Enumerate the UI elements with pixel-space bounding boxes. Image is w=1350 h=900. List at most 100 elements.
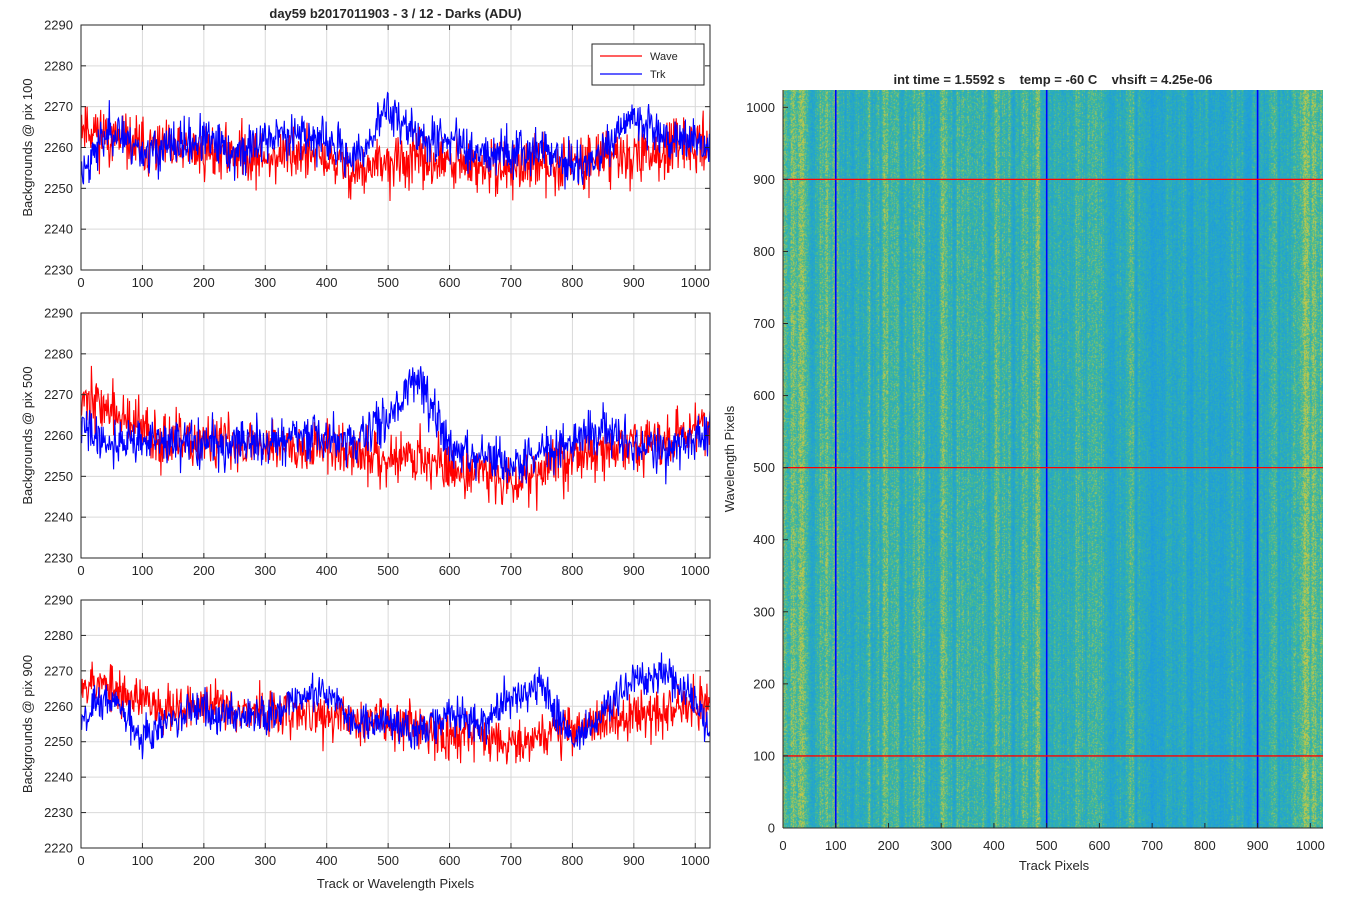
y-tick-label: 2250 bbox=[44, 181, 73, 196]
x-tick-label: 300 bbox=[254, 853, 276, 868]
y-tick-label: 2280 bbox=[44, 346, 73, 361]
x-tick-label: 600 bbox=[439, 853, 461, 868]
y-tick-label: 2280 bbox=[44, 628, 73, 643]
x-tick-label: 1000 bbox=[681, 563, 710, 578]
x-tick-label: 100 bbox=[132, 853, 154, 868]
y-tick-label: 2220 bbox=[44, 841, 73, 856]
y-tick-label: 0 bbox=[768, 821, 775, 836]
legend-label-trk: Trk bbox=[650, 69, 666, 81]
y-tick-label: 2270 bbox=[44, 663, 73, 678]
y-tick-label: 700 bbox=[753, 316, 775, 331]
x-tick-label: 200 bbox=[878, 838, 900, 853]
x-tick-label: 1000 bbox=[1296, 838, 1325, 853]
plot-pix-900: 0 100 200 300 400 500 600 700 800 900 1000 2220 2230… bbox=[20, 593, 711, 891]
chart-title: int time = 1.5592 s temp = -60 C vhsift … bbox=[893, 72, 1212, 87]
series-line-wave bbox=[81, 661, 710, 765]
x-tick-label: 600 bbox=[1089, 838, 1111, 853]
plot-frame bbox=[80, 599, 711, 849]
x-axis-label: Track or Wavelength Pixels bbox=[317, 876, 475, 891]
x-tick-label: 900 bbox=[623, 563, 645, 578]
x-tick-label: 500 bbox=[377, 563, 399, 578]
legend-box bbox=[591, 43, 705, 86]
x-tick-label: 400 bbox=[316, 275, 338, 290]
x-tick-label: 500 bbox=[377, 853, 399, 868]
y-tick-label: 500 bbox=[753, 460, 775, 475]
y-tick-label: 1000 bbox=[746, 100, 775, 115]
y-tick-label: 600 bbox=[753, 388, 775, 403]
plot-pix-500: 0 100 200 300 400 500 600 700 800 900 1000 2230 2240… bbox=[20, 306, 711, 578]
y-tick-label: 300 bbox=[753, 604, 775, 619]
y-tick-label: 2240 bbox=[44, 510, 73, 525]
y-tick-label: 2290 bbox=[44, 306, 73, 321]
x-tick-label: 200 bbox=[193, 853, 215, 868]
legend-label-wave: Wave bbox=[650, 51, 678, 63]
x-tick-label: 900 bbox=[623, 853, 645, 868]
x-tick-label: 900 bbox=[623, 275, 645, 290]
plot-frame bbox=[80, 312, 711, 559]
x-tick-label: 1000 bbox=[681, 275, 710, 290]
x-tick-label: 300 bbox=[930, 838, 952, 853]
x-tick-label: 800 bbox=[562, 563, 584, 578]
y-tick-label: 2260 bbox=[44, 428, 73, 443]
plot-frame bbox=[80, 24, 711, 271]
x-tick-label: 0 bbox=[779, 838, 786, 853]
x-tick-label: 400 bbox=[316, 563, 338, 578]
x-tick-label: 100 bbox=[132, 275, 154, 290]
x-tick-label: 500 bbox=[377, 275, 399, 290]
y-tick-label: 2230 bbox=[44, 263, 73, 278]
y-axis-label: Wavelength Pixels bbox=[722, 405, 737, 512]
x-tick-label: 700 bbox=[500, 853, 522, 868]
x-axis-label: Track Pixels bbox=[1019, 858, 1090, 873]
x-tick-label: 600 bbox=[439, 563, 461, 578]
x-tick-label: 300 bbox=[254, 563, 276, 578]
x-tick-label: 100 bbox=[825, 838, 847, 853]
x-tick-label: 800 bbox=[1194, 838, 1216, 853]
x-tick-label: 200 bbox=[193, 563, 215, 578]
y-tick-label: 900 bbox=[753, 172, 775, 187]
y-axis-label: Backgrounds @ pix 500 bbox=[20, 366, 35, 504]
x-tick-label: 600 bbox=[439, 275, 461, 290]
series-line-trk bbox=[81, 91, 710, 190]
y-axis-label: Backgrounds @ pix 100 bbox=[20, 78, 35, 216]
y-tick-label: 2270 bbox=[44, 387, 73, 402]
x-tick-label: 800 bbox=[562, 275, 584, 290]
x-tick-label: 1000 bbox=[681, 853, 710, 868]
x-tick-label: 700 bbox=[500, 563, 522, 578]
y-tick-label: 2260 bbox=[44, 140, 73, 155]
y-tick-label: 200 bbox=[753, 676, 775, 691]
x-tick-label: 400 bbox=[983, 838, 1005, 853]
x-tick-label: 0 bbox=[77, 563, 84, 578]
y-tick-label: 400 bbox=[753, 532, 775, 547]
x-tick-label: 400 bbox=[316, 853, 338, 868]
x-tick-label: 700 bbox=[1141, 838, 1163, 853]
y-tick-label: 2280 bbox=[44, 58, 73, 73]
x-tick-label: 200 bbox=[193, 275, 215, 290]
x-tick-label: 0 bbox=[77, 853, 84, 868]
y-tick-label: 2250 bbox=[44, 734, 73, 749]
y-tick-label: 2250 bbox=[44, 469, 73, 484]
detector-image-heatmap: 0 100 200 300 400 500 600 700 800 900 1000 0 100 200 3… bbox=[722, 72, 1325, 873]
chart-title: day59 b2017011903 - 3 / 12 - Darks (ADU) bbox=[269, 6, 521, 21]
x-tick-label: 800 bbox=[562, 853, 584, 868]
y-tick-label: 2230 bbox=[44, 551, 73, 566]
x-tick-label: 0 bbox=[77, 275, 84, 290]
plot-pix-100: 0 100 200 300 400 500 600 700 800 900 1000 2230 2240… bbox=[20, 6, 711, 290]
y-tick-label: 2290 bbox=[44, 593, 73, 608]
series-line-trk bbox=[81, 652, 710, 760]
x-tick-label: 700 bbox=[500, 275, 522, 290]
heatmap-image bbox=[783, 90, 1323, 828]
y-tick-label: 2230 bbox=[44, 805, 73, 820]
x-tick-label: 900 bbox=[1247, 838, 1269, 853]
y-tick-label: 2290 bbox=[44, 18, 73, 33]
x-tick-label: 100 bbox=[132, 563, 154, 578]
y-tick-label: 2240 bbox=[44, 222, 73, 237]
y-tick-label: 100 bbox=[753, 748, 775, 763]
series-line-trk bbox=[81, 366, 710, 485]
y-tick-label: 2260 bbox=[44, 699, 73, 714]
y-tick-label: 800 bbox=[753, 244, 775, 259]
x-tick-label: 300 bbox=[254, 275, 276, 290]
y-tick-label: 2270 bbox=[44, 99, 73, 114]
y-tick-label: 2240 bbox=[44, 770, 73, 785]
y-axis-label: Backgrounds @ pix 900 bbox=[20, 655, 35, 793]
